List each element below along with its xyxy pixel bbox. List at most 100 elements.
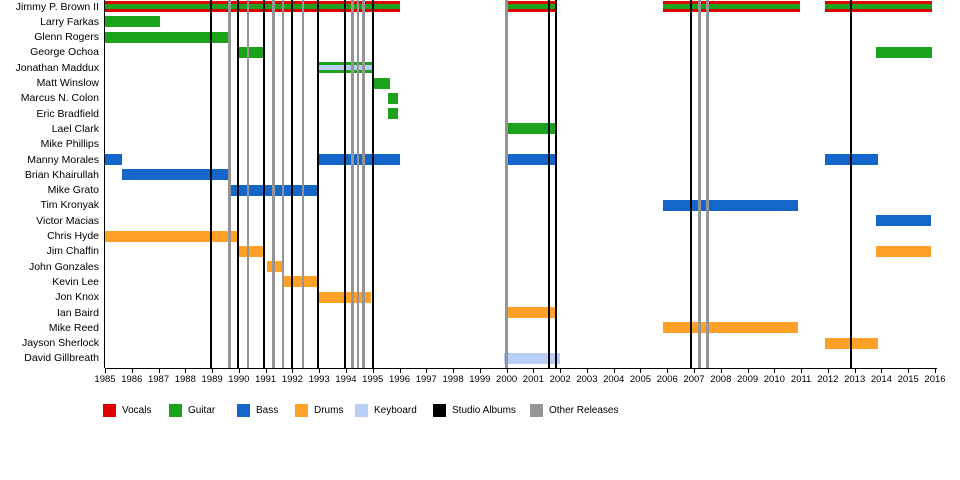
timeline-bar-vocals: [825, 1, 933, 12]
member-name-label: John Gonzales: [28, 260, 99, 273]
other-release-line: [301, 0, 305, 368]
member-name-label: Jon Knox: [55, 291, 99, 304]
year-label: 2003: [576, 374, 598, 385]
other-release-line: [706, 0, 709, 368]
year-label: 1992: [281, 374, 303, 385]
timeline-bar-guitar: [105, 31, 230, 43]
year-label: 2014: [870, 374, 892, 385]
year-label: 1997: [415, 374, 437, 385]
studio-album-line: [690, 0, 693, 368]
member-name-label: Victor Macias: [36, 214, 99, 227]
year-tick: [426, 369, 428, 373]
studio-album-line: [316, 0, 319, 368]
legend: Vocals Guitar Bass Drums Keyboard Studio Albu…: [0, 404, 960, 424]
year-label: 2001: [522, 374, 544, 385]
member-name-label: Jimmy P. Brown II: [15, 0, 99, 13]
legend-label: Bass: [256, 405, 279, 416]
studio-album-line: [263, 0, 266, 368]
legend-swatch-other_releases: [530, 404, 543, 417]
year-label: 2000: [496, 374, 518, 385]
year-label: 1990: [228, 374, 250, 385]
year-tick: [908, 369, 910, 373]
member-name-label: Jayson Sherlock: [21, 337, 99, 350]
year-tick: [212, 369, 214, 373]
year-tick: [747, 369, 749, 373]
studio-album-line: [849, 0, 852, 368]
year-label: 1994: [335, 374, 357, 385]
timeline-bar-bass: [122, 169, 230, 181]
member-name-label: Mike Phillips: [40, 138, 99, 151]
role-stripe-guitar: [505, 4, 558, 9]
timeline-bar-vocals: [505, 1, 558, 12]
studio-album-line: [291, 0, 294, 368]
timeline-bar-bass: [876, 215, 931, 227]
studio-album-line: [548, 0, 551, 368]
legend-swatch-bass: [237, 404, 250, 417]
year-tick: [265, 369, 267, 373]
timeline-bar-guitar: [388, 108, 399, 120]
year-label: 2016: [924, 374, 946, 385]
member-name-label: Marcus N. Colon: [20, 92, 99, 105]
timeline-bar-vocals: [663, 1, 800, 12]
year-tick: [640, 369, 642, 373]
year-tick: [801, 369, 803, 373]
other-release-line: [505, 0, 508, 368]
x-axis-line: [105, 368, 937, 369]
timeline-bar-bass: [505, 154, 558, 165]
year-tick: [292, 369, 294, 373]
timeline-bar-drums: [282, 276, 318, 288]
year-tick: [345, 369, 347, 373]
timeline-bar-drums: [876, 245, 931, 257]
year-label: 2002: [549, 374, 571, 385]
legend-label: Studio Albums: [452, 405, 516, 416]
member-name-label: Matt Winslow: [36, 77, 99, 89]
other-release-line: [356, 0, 360, 368]
year-tick: [105, 369, 106, 373]
timeline-bar-vocals: [105, 1, 400, 12]
timeline-bar-drums: [505, 307, 558, 318]
year-label: 1995: [362, 374, 384, 385]
year-tick: [399, 369, 401, 373]
timeline-bar-guitar: [372, 77, 391, 89]
other-release-line: [246, 0, 250, 368]
legend-swatch-keyboard: [355, 404, 368, 417]
studio-album-line: [237, 0, 240, 368]
member-name-label: Jonathan Maddux: [15, 61, 99, 74]
studio-album-line: [344, 0, 347, 368]
year-tick: [586, 369, 588, 373]
timeline-bar-guitar: [876, 46, 933, 58]
year-label: 2013: [844, 374, 866, 385]
year-tick: [613, 369, 615, 373]
member-name-label: Eric Bradfield: [36, 107, 99, 120]
member-name-label: Ian Baird: [56, 306, 99, 319]
year-tick: [667, 369, 669, 373]
other-release-line: [351, 0, 354, 368]
year-label: 1998: [442, 374, 464, 385]
legend-swatch-studio_albums: [433, 404, 446, 417]
year-label: 2010: [763, 374, 785, 385]
year-tick: [560, 369, 562, 373]
year-label: 2008: [710, 374, 732, 385]
year-tick: [319, 369, 321, 373]
other-release-line: [362, 0, 365, 368]
legend-label: Other Releases: [549, 405, 619, 416]
year-label: 2015: [897, 374, 919, 385]
year-tick: [185, 369, 187, 373]
year-tick: [881, 369, 883, 373]
timeline-bar-guitar: [505, 123, 558, 135]
year-tick: [158, 369, 160, 373]
member-name-label: Glenn Rogers: [34, 31, 99, 44]
year-tick: [854, 369, 856, 373]
year-tick: [506, 369, 508, 373]
year-label: 2012: [817, 374, 839, 385]
timeline-bar-drums: [663, 322, 799, 334]
timeline-bar-guitar: [388, 92, 399, 104]
timeline-bar-drums: [105, 230, 239, 242]
legend-swatch-vocals: [103, 404, 116, 417]
member-name-label: Kevin Lee: [52, 275, 99, 288]
year-label: 1993: [308, 374, 330, 385]
legend-label: Drums: [314, 405, 344, 416]
year-tick: [827, 369, 829, 373]
year-label: 2006: [656, 374, 678, 385]
